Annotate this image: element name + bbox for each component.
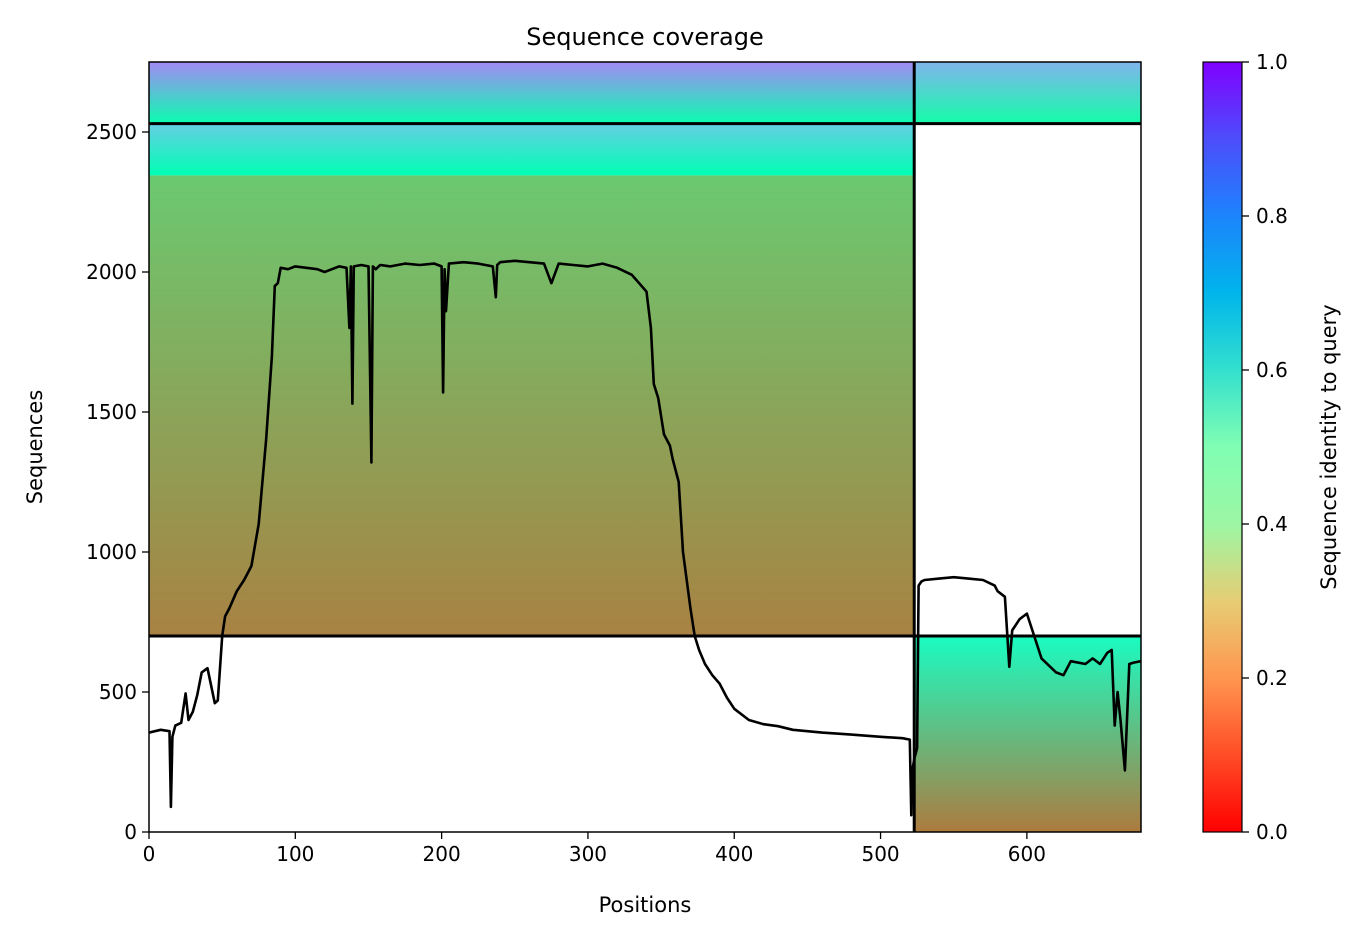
x-tick-label: 200 [423, 842, 461, 866]
colorbar [1202, 61, 1243, 833]
y-tick-label: 500 [99, 680, 137, 704]
colorbar-tick-label: 0.6 [1256, 358, 1288, 382]
coverage-block [149, 62, 915, 124]
plot-frame [148, 61, 1142, 833]
y-tick-label: 1000 [86, 540, 137, 564]
y-tick-label: 2000 [86, 260, 137, 284]
y-tick-label: 2500 [86, 120, 137, 144]
x-tick-label: 100 [276, 842, 314, 866]
x-axis-label: Positions [599, 893, 692, 917]
chart-title: Sequence coverage [526, 23, 763, 51]
x-tick-label: 500 [861, 842, 899, 866]
x-tick-label: 0 [143, 842, 156, 866]
plot-area [149, 62, 1141, 832]
coverage-block [149, 123, 915, 176]
y-tick-label: 1500 [86, 400, 137, 424]
colorbar-tick-label: 1.0 [1256, 50, 1288, 74]
y-tick-label: 0 [124, 820, 137, 844]
colorbar-tick-label: 0.8 [1256, 204, 1288, 228]
coverage-line [149, 259, 1141, 817]
colorbar-tick-label: 0.2 [1256, 666, 1288, 690]
coverage-block [914, 62, 1141, 124]
x-tick-label: 600 [1008, 842, 1046, 866]
x-tick-label: 400 [715, 842, 753, 866]
y-axis-label: Sequences [23, 390, 47, 505]
coverage-block [914, 636, 1141, 832]
x-tick-label: 300 [569, 842, 607, 866]
colorbar-tick-label: 0.4 [1256, 512, 1288, 536]
coverage-block [149, 175, 915, 636]
colorbar-tick-label: 0.0 [1256, 820, 1288, 844]
colorbar-label: Sequence identity to query [1317, 304, 1341, 589]
